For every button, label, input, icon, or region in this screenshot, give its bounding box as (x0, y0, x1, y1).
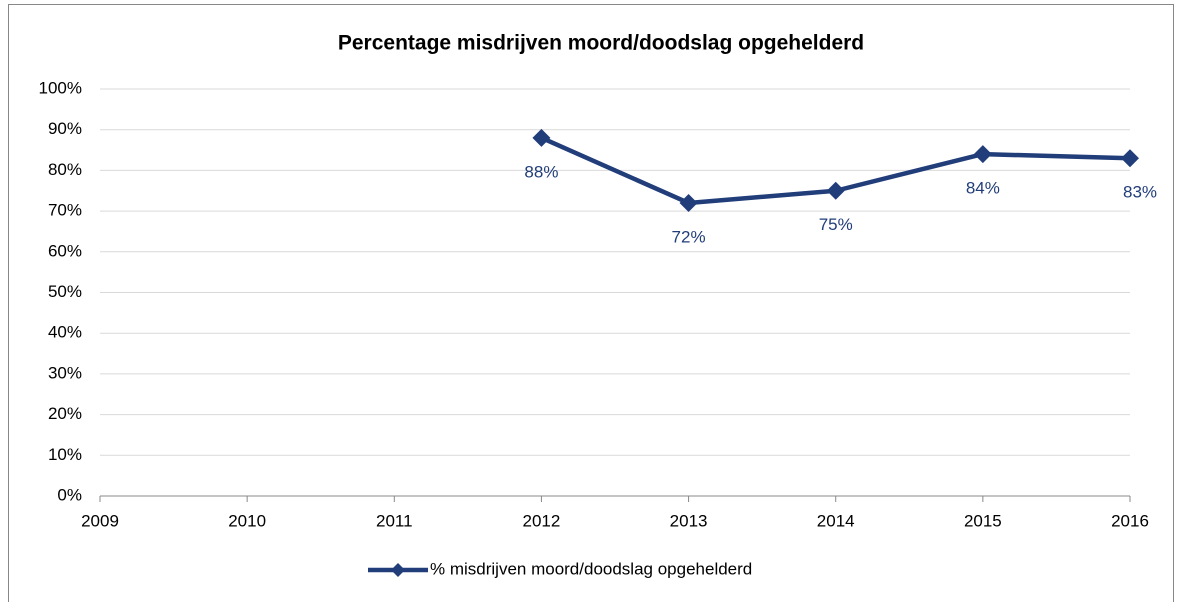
legend-marker (391, 563, 405, 577)
x-tick-label: 2013 (670, 511, 708, 530)
x-tick-label: 2012 (523, 511, 561, 530)
y-tick-label: 20% (48, 404, 82, 423)
y-tick-label: 0% (57, 485, 82, 504)
marker (973, 145, 992, 164)
y-tick-label: 40% (48, 323, 82, 342)
x-tick-label: 2014 (817, 511, 855, 530)
chart-title: Percentage misdrijven moord/doodslag opg… (338, 32, 864, 55)
marker (1121, 149, 1139, 168)
y-tick-label: 80% (48, 160, 82, 179)
x-tick-label: 2010 (228, 511, 266, 530)
data-label: 72% (672, 227, 706, 246)
data-label: 83% (1123, 183, 1157, 202)
x-tick-label: 2011 (376, 511, 413, 530)
data-label: 75% (819, 215, 853, 234)
data-label: 88% (524, 162, 558, 181)
y-tick-label: 70% (48, 201, 82, 220)
marker (532, 128, 551, 147)
x-tick-label: 2009 (81, 511, 119, 530)
y-tick-label: 30% (48, 363, 82, 382)
marker (826, 181, 845, 200)
y-tick-label: 50% (48, 282, 82, 301)
data-label: 84% (966, 179, 1000, 198)
x-tick-label: 2015 (964, 511, 1002, 530)
y-tick-label: 90% (48, 119, 82, 138)
y-tick-label: 60% (48, 241, 82, 260)
legend-label: % misdrijven moord/doodslag opgehelderd (430, 559, 752, 578)
x-tick-label: 2016 (1111, 511, 1149, 530)
marker (679, 193, 698, 212)
chart-border (8, 4, 1174, 602)
y-tick-label: 10% (48, 445, 82, 464)
y-tick-label: 100% (39, 78, 82, 97)
